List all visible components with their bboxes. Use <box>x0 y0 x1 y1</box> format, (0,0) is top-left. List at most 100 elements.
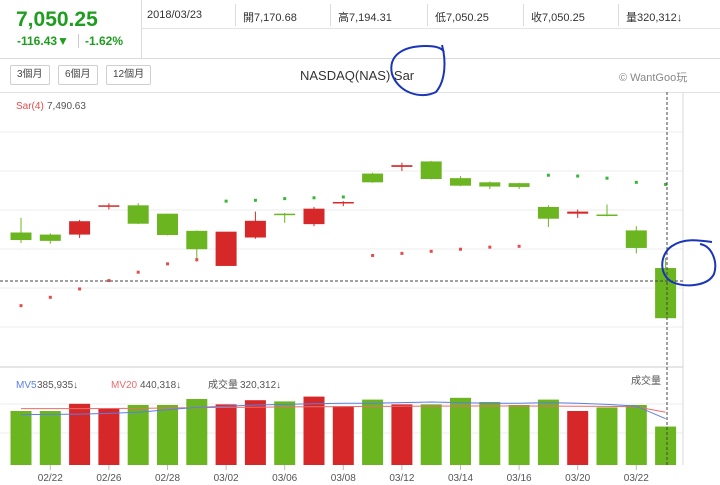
sar-dot <box>136 270 140 274</box>
candle-body <box>157 213 178 236</box>
volume-bar <box>127 405 149 465</box>
sar-value: 7,490.63 <box>47 101 86 112</box>
candle-body <box>391 165 413 167</box>
sar-dot <box>312 196 316 200</box>
volume-legend-value: 320,312↓ <box>240 380 281 391</box>
candle-body <box>362 173 384 183</box>
sar-dot <box>19 304 23 308</box>
mv5-line <box>20 401 666 420</box>
volume-bar <box>625 405 647 465</box>
divider <box>330 4 331 26</box>
mv20-label: MV20 <box>111 380 138 391</box>
volume-bar <box>157 405 178 465</box>
volume-bar <box>186 399 208 465</box>
range-6-months-button[interactable]: 6個月 <box>58 65 98 85</box>
chart-grid <box>0 131 683 434</box>
quote-summary: 7,050.25 -116.43▼ -1.62% <box>0 0 142 58</box>
volume-bar <box>450 397 471 465</box>
sar-dot <box>488 245 492 249</box>
candle-body <box>274 213 296 216</box>
volume-bar <box>537 399 559 465</box>
x-tick-label: 03/20 <box>565 473 590 484</box>
sar-dot <box>371 253 375 257</box>
sar-dot <box>634 180 638 184</box>
volume-label: 成交量 <box>208 378 238 391</box>
sar-dot <box>341 195 345 199</box>
sar-dot <box>517 244 521 248</box>
candle-body <box>420 161 442 179</box>
sar-dot <box>166 262 169 266</box>
sar-dot <box>605 176 609 180</box>
candle-body <box>98 205 120 207</box>
mv5-label: MV5 <box>16 380 37 391</box>
divider <box>523 4 524 26</box>
low-price: 低7,050.25 <box>435 12 489 24</box>
x-axis: 02/22 02/26 02/28 03/02 03/06 03/08 03/12 03/14… <box>38 465 649 484</box>
candle-body <box>10 232 32 241</box>
mv20-value: 440,318↓ <box>140 380 181 391</box>
candle-body <box>479 182 501 187</box>
sar-label: Sar(4) <box>16 101 44 112</box>
quote-date: 2018/03/23 <box>147 9 203 21</box>
candle-body <box>625 230 647 248</box>
close-price: 收7,050.25 <box>531 12 585 24</box>
candle-body <box>537 207 559 219</box>
last-price: 7,050.25 <box>16 8 98 31</box>
x-tick-label: 02/26 <box>96 473 121 484</box>
moving-average-lines <box>20 401 666 420</box>
volume-bar <box>215 404 237 465</box>
volume-bar <box>508 405 530 465</box>
volume-value: 量320,312↓ <box>626 12 683 24</box>
volume-bar <box>479 402 501 465</box>
x-tick-label: 02/22 <box>38 473 63 484</box>
price-change-percent: -1.62% <box>78 34 123 48</box>
volume-bar <box>274 401 296 465</box>
sar-dot <box>107 279 111 283</box>
volume-bar <box>39 411 61 465</box>
sar-dot <box>253 198 257 202</box>
chart-toolbar: 3個月 6個月 12個月 NASDAQ(NAS) Sar © WantGoo玩 <box>0 58 720 93</box>
volume-bar <box>391 404 413 465</box>
candle-body <box>508 183 530 187</box>
volume-bar <box>244 400 266 465</box>
volume-bar <box>596 407 618 465</box>
candle-body <box>450 178 471 186</box>
x-tick-label: 02/28 <box>155 473 180 484</box>
candle-body <box>332 201 354 204</box>
quote-header: 7,050.25 -116.43▼ -1.62% 2018/03/23 開7,1… <box>0 0 720 59</box>
x-tick-label: 03/22 <box>624 473 649 484</box>
x-tick-label: 03/08 <box>331 473 356 484</box>
volume-bar <box>420 404 442 465</box>
sar-dot <box>195 258 199 262</box>
sar-dot <box>224 199 228 203</box>
range-3-months-button[interactable]: 3個月 <box>10 65 50 85</box>
candle-body <box>215 231 237 266</box>
divider <box>427 4 428 26</box>
open-price: 開7,170.68 <box>243 12 297 24</box>
x-tick-label: 03/06 <box>272 473 297 484</box>
mv20-line <box>21 405 666 413</box>
candle-body <box>596 214 618 217</box>
sar-dot <box>429 249 433 253</box>
candle-body <box>39 234 61 241</box>
sar-dot <box>664 182 668 186</box>
candle-body <box>244 220 266 238</box>
x-tick-label: 03/14 <box>448 473 473 484</box>
sar-dots <box>19 173 668 308</box>
divider <box>618 4 619 26</box>
candle-body <box>303 208 325 225</box>
x-tick-label: 03/02 <box>214 473 239 484</box>
range-12-months-button[interactable]: 12個月 <box>106 65 152 85</box>
volume-bar <box>567 411 589 465</box>
volume-bar <box>69 403 91 465</box>
volume-bars <box>10 396 677 465</box>
candle-body <box>69 221 91 235</box>
sar-dot <box>48 295 52 299</box>
volume-bar <box>10 411 32 465</box>
sar-dot <box>78 287 82 291</box>
volume-axis-label: 成交量 <box>631 374 661 387</box>
candles <box>10 161 677 319</box>
sar-dot <box>459 247 462 251</box>
volume-bar <box>98 408 120 465</box>
